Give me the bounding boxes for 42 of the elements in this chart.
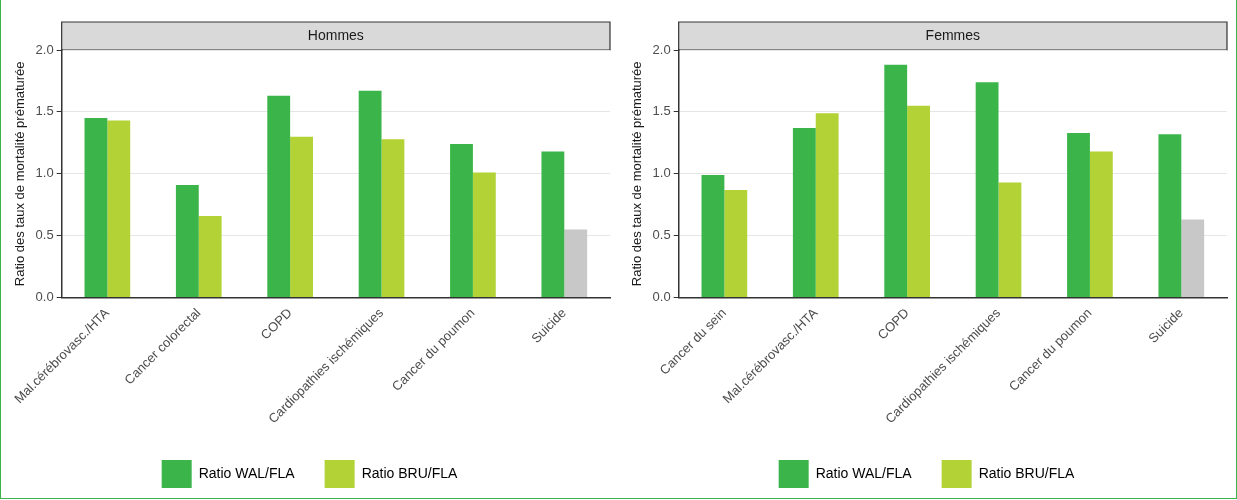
y-tick-label: 0.5 xyxy=(35,227,54,243)
y-tick-label: 1.0 xyxy=(652,165,671,181)
bar xyxy=(998,182,1022,298)
bar xyxy=(907,105,930,298)
y-tick-label: 0.0 xyxy=(35,289,54,305)
y-tick-label: 0.5 xyxy=(652,227,671,243)
bar xyxy=(358,90,382,298)
y-tick-label: 1.5 xyxy=(35,103,54,119)
chart-title: Femmes xyxy=(925,26,981,43)
bar xyxy=(84,118,108,298)
legend-label: Ratio WAL/FLA xyxy=(198,464,296,481)
bar xyxy=(175,184,199,298)
legend-label: Ratio BRU/FLA xyxy=(978,464,1075,481)
y-tick-label: 2.0 xyxy=(35,41,54,57)
bar xyxy=(267,95,291,298)
bar xyxy=(1089,151,1113,298)
legend-label: Ratio WAL/FLA xyxy=(815,464,913,481)
bar xyxy=(724,189,748,298)
bar xyxy=(975,82,999,298)
bar xyxy=(815,113,839,298)
bar xyxy=(884,64,908,298)
bar xyxy=(198,215,222,298)
bar xyxy=(472,172,496,298)
y-tick-label: 0.0 xyxy=(652,289,671,305)
chart-title: Hommes xyxy=(307,26,364,43)
legend-label: Ratio BRU/FLA xyxy=(361,464,458,481)
bar xyxy=(1181,219,1205,298)
y-tick-label: 1.0 xyxy=(35,165,54,181)
bar xyxy=(450,144,473,298)
bar xyxy=(381,139,405,298)
bar xyxy=(701,175,725,298)
y-tick-label: 2.0 xyxy=(652,41,671,57)
bar xyxy=(1158,134,1182,298)
bar xyxy=(564,229,588,298)
bar xyxy=(792,128,816,298)
bar xyxy=(107,120,131,298)
bar xyxy=(290,136,313,298)
y-axis-title: Ratio des taux de mortalité prématurée xyxy=(12,61,28,287)
y-axis-title: Ratio des taux de mortalité prématurée xyxy=(629,61,645,287)
y-tick-label: 1.5 xyxy=(652,103,671,119)
bar xyxy=(1067,132,1090,298)
bar xyxy=(541,151,565,298)
